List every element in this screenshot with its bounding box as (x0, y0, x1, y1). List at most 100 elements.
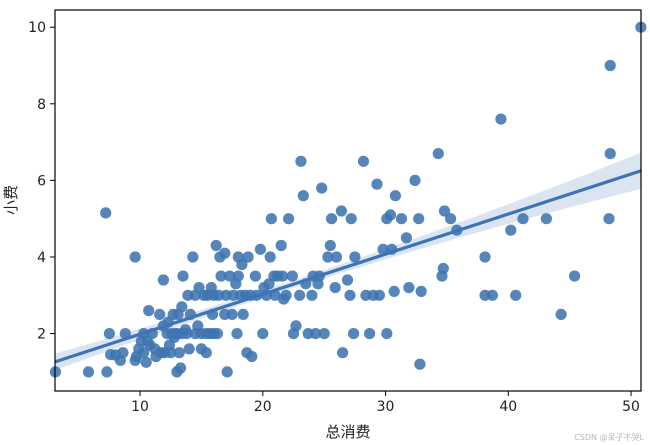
data-point (237, 308, 249, 320)
data-point (348, 328, 360, 340)
data-point (357, 155, 370, 167)
data-point (384, 209, 397, 221)
data-point (569, 270, 581, 282)
data-point (510, 289, 522, 301)
data-point (221, 366, 233, 378)
data-point (249, 270, 261, 282)
y-tick-label: 6 (37, 173, 46, 189)
plot-frame (54, 9, 642, 392)
data-point (275, 239, 287, 252)
data-point (495, 113, 507, 125)
data-point (377, 243, 389, 255)
data-point (294, 289, 306, 301)
data-point (297, 190, 309, 202)
data-point (232, 270, 244, 282)
data-point (364, 328, 376, 340)
data-point (200, 347, 212, 359)
data-point (409, 174, 421, 186)
data-point (310, 328, 322, 340)
data-point (101, 366, 113, 378)
data-point (254, 243, 266, 255)
data-point (187, 251, 199, 263)
data-point (215, 270, 227, 282)
data-point (173, 347, 185, 359)
data-point (280, 289, 292, 301)
data-point (400, 232, 412, 244)
y-axis-ticks: 2 4 6 8 10 (28, 20, 55, 343)
data-point (344, 289, 356, 301)
data-point (242, 251, 254, 263)
data-point (176, 301, 188, 313)
data-point (264, 251, 276, 263)
data-point (603, 213, 615, 225)
regression-line-layer (54, 169, 642, 364)
data-point (154, 308, 166, 320)
data-point (479, 251, 491, 263)
data-point (337, 347, 349, 359)
data-point (540, 213, 553, 225)
data-point (100, 207, 112, 219)
data-point (306, 289, 318, 301)
data-point (413, 213, 425, 225)
data-point (181, 328, 193, 340)
x-axis-ticks: 10 20 30 40 50 (131, 391, 640, 415)
data-point (388, 285, 400, 297)
data-point (117, 347, 129, 359)
data-point (211, 328, 223, 340)
data-point (286, 270, 298, 282)
data-point (226, 308, 238, 320)
data-point (445, 213, 457, 225)
data-point (318, 328, 330, 340)
data-point (373, 289, 385, 301)
data-point (283, 213, 295, 225)
data-point (316, 182, 328, 194)
regression-line (54, 169, 642, 364)
data-point (403, 282, 415, 294)
data-point (604, 148, 616, 160)
data-point (246, 350, 258, 363)
data-point (82, 366, 95, 378)
data-point (349, 251, 361, 263)
watermark: CSDN @呆子不哭L (574, 433, 644, 442)
data-point (415, 285, 427, 297)
data-point (322, 251, 334, 263)
data-point (231, 328, 243, 340)
data-point (140, 356, 152, 368)
y-tick-label: 10 (28, 20, 46, 36)
data-point (295, 155, 307, 167)
data-point (265, 213, 277, 225)
data-point (157, 274, 169, 286)
data-point (555, 308, 567, 320)
data-point (210, 239, 222, 252)
data-point (236, 259, 248, 271)
y-tick-label: 2 (37, 327, 46, 343)
data-point (371, 178, 383, 190)
data-point (389, 190, 401, 202)
x-tick-label: 20 (254, 399, 272, 415)
data-point (432, 148, 444, 160)
data-point (290, 320, 302, 332)
data-point (326, 213, 338, 225)
x-tick-label: 40 (499, 399, 517, 415)
data-point (329, 282, 341, 294)
data-point (335, 205, 347, 217)
x-axis-title: 总消费 (325, 423, 370, 441)
x-tick-label: 30 (377, 399, 395, 415)
y-axis-title: 小费 (2, 185, 20, 215)
data-point (437, 262, 449, 275)
x-tick-label: 10 (131, 399, 149, 415)
data-point (219, 247, 231, 259)
data-point (341, 274, 354, 286)
y-tick-label: 8 (37, 97, 46, 113)
data-point (324, 239, 336, 252)
data-point (183, 343, 195, 355)
data-point (330, 251, 343, 263)
data-point (129, 251, 141, 263)
y-tick-label: 4 (37, 250, 46, 266)
data-point (143, 305, 155, 317)
data-point (177, 270, 189, 282)
data-point (395, 213, 408, 225)
data-point (224, 270, 236, 282)
data-point (517, 213, 529, 225)
